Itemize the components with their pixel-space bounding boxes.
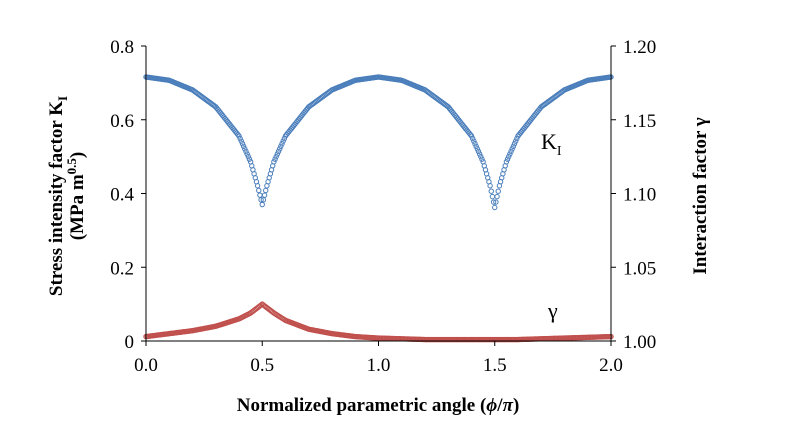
data-point [473, 143, 479, 150]
x-tick-label: 2.0 [599, 355, 623, 376]
left-axis-title-line1-sub: I [55, 96, 70, 101]
data-point [511, 141, 518, 147]
data-point [506, 153, 512, 160]
data-point [495, 188, 501, 194]
data-point [256, 187, 262, 194]
data-point [478, 153, 484, 160]
x-tick-label: 1.0 [367, 355, 391, 376]
x-tick-label: 0.5 [250, 355, 274, 376]
x-axis-title-phi: ϕ [486, 395, 497, 416]
left-y-tick-label: 0.8 [110, 37, 134, 58]
left-axis-title: Stress intensity factor KI (MPa m0.5) [46, 96, 88, 296]
left-y-tick-label: 0.6 [110, 111, 134, 132]
left-y-tick-label: 0.2 [110, 258, 134, 279]
data-point [510, 143, 517, 150]
data-point [242, 146, 248, 152]
data-point [490, 199, 497, 205]
data-point [272, 156, 278, 162]
data-point [504, 156, 511, 162]
data-point [239, 141, 246, 147]
data-point [503, 159, 510, 165]
series-layer [143, 74, 614, 343]
data-point [475, 148, 482, 155]
x-axis-title-text: Normalized parametric angle ( [237, 395, 487, 416]
data-point [476, 151, 483, 157]
x-tick-label: 0.0 [134, 355, 158, 376]
right-y-tick-label: 1.20 [623, 37, 656, 58]
data-point [494, 193, 500, 200]
left-axis-title-line2-close: ) [67, 152, 88, 158]
x-axis-title-slash: / [496, 395, 503, 416]
data-point [240, 143, 247, 150]
left-axis-title-line2-sup: 0.5 [64, 158, 79, 175]
data-point [281, 135, 288, 142]
series-k-i [143, 74, 614, 211]
data-point [509, 146, 515, 152]
x-tick-label: 1.5 [483, 355, 507, 376]
data-point [472, 141, 478, 147]
x-axis-title: Normalized parametric angle (ϕ/π) [237, 395, 520, 416]
series-label-ki-main: K [541, 129, 557, 154]
data-point [493, 199, 499, 205]
data-point [278, 143, 284, 150]
tick-layer: 0.0 0.5 1.0 1.5 2.0 0 0.2 0.4 0.6 0.8 1.00 1.05 1.10… [110, 37, 656, 376]
data-point [238, 138, 245, 144]
data-point [235, 131, 241, 138]
right-y-tick-label: 1.10 [623, 185, 656, 206]
data-point [487, 183, 493, 189]
left-axis-title-line1-text: Stress intensity factor K [46, 101, 67, 296]
data-point [244, 151, 250, 157]
left-y-tick-label: 0.4 [110, 185, 134, 206]
left-axis-title-line2-text: (MPa m [67, 174, 88, 240]
data-point [243, 148, 249, 155]
data-point [280, 138, 286, 144]
series-gamma [143, 301, 614, 343]
series-label-ki: KI [541, 129, 562, 159]
data-point [276, 146, 283, 152]
data-point [471, 138, 477, 144]
left-y-tick-label: 0 [125, 332, 135, 353]
data-point [258, 302, 264, 308]
data-point [512, 138, 519, 144]
series-label-ki-sub: I [557, 144, 562, 159]
data-point [275, 148, 282, 155]
x-axis-title-pi: π [503, 395, 514, 416]
data-point [246, 156, 253, 162]
data-point [479, 156, 485, 162]
left-axis-title-line2: (MPa m0.5) [64, 152, 88, 241]
data-point [236, 133, 242, 139]
data-point [263, 187, 269, 194]
data-point [507, 151, 513, 157]
data-point [259, 201, 265, 208]
data-point [261, 192, 268, 198]
plot-area [146, 46, 611, 341]
data-point [492, 204, 498, 211]
data-point [260, 197, 267, 203]
data-point [468, 133, 475, 139]
data-point [237, 135, 243, 142]
data-point [254, 183, 261, 189]
data-point [488, 188, 494, 194]
left-axis-title-line1: Stress intensity factor KI [46, 96, 70, 296]
data-point [274, 151, 281, 157]
data-point [258, 197, 264, 203]
right-y-tick-label: 1.00 [623, 332, 656, 353]
x-axis-title-close: ) [513, 395, 519, 416]
data-point [467, 131, 474, 138]
data-point [279, 141, 285, 147]
data-point [245, 153, 252, 160]
data-point [469, 135, 476, 142]
data-point [474, 146, 481, 152]
right-y-tick-label: 1.15 [623, 111, 656, 132]
data-point [273, 153, 279, 160]
right-y-tick-label: 1.05 [623, 258, 656, 279]
data-point [271, 159, 277, 165]
data-point [514, 135, 520, 142]
data-point [508, 148, 514, 155]
series-label-gamma: γ [547, 298, 558, 323]
right-axis-title: Interaction factor γ [690, 117, 711, 274]
